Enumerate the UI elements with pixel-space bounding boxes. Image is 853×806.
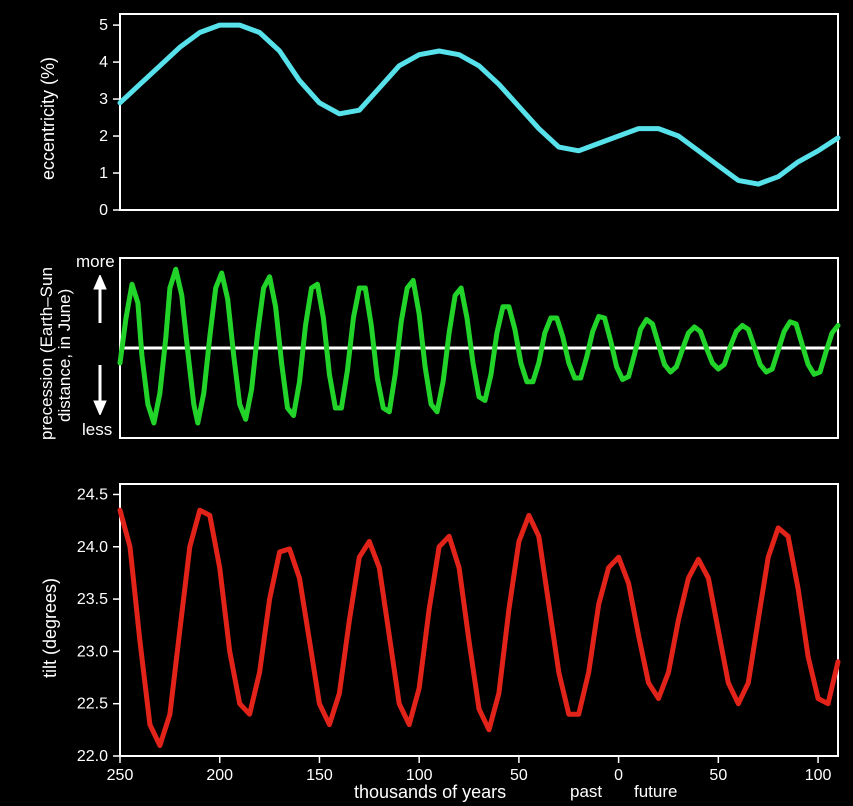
tilt-ytick-label: 23.0 [77,643,108,660]
tilt-panel: 22.0 22.5 23.0 23.5 24.0 24.5 250 200 150 100 50 0 5… [0,0,853,806]
tilt-ytick-label: 24.5 [77,486,108,503]
tilt-ytick-label: 22.0 [77,748,108,765]
x-tick-label: 100 [805,767,832,784]
x-past-label: past [570,782,602,802]
x-axis-title: thousands of years [354,782,506,803]
x-tick-label: 50 [510,767,528,784]
x-future-label: future [634,782,677,802]
x-tick-label: 200 [206,767,233,784]
tilt-y-title: tilt (degrees) [40,578,61,678]
x-tick-label: 150 [306,767,333,784]
x-tick-label: 0 [614,767,623,784]
x-tick-label: 250 [107,767,134,784]
x-tick-label: 50 [709,767,727,784]
tilt-ytick-label: 24.0 [77,539,108,556]
tilt-line [120,510,838,745]
tilt-ytick-label: 23.5 [77,591,108,608]
figure-root: 012345 eccentricity (%) precession (Eart… [0,0,853,806]
tilt-ytick-label: 22.5 [77,696,108,713]
